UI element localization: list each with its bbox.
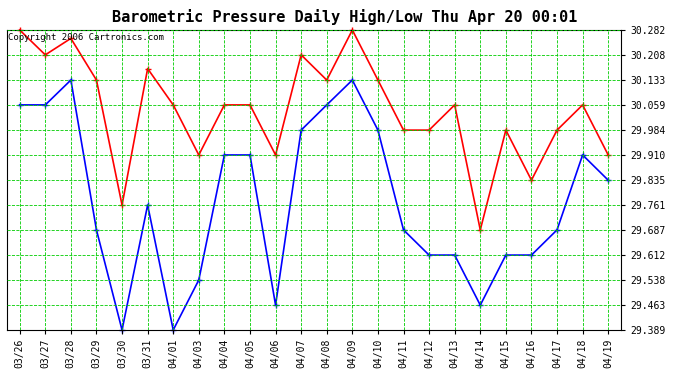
- Text: Barometric Pressure Daily High/Low Thu Apr 20 00:01: Barometric Pressure Daily High/Low Thu A…: [112, 9, 578, 26]
- Text: Copyright 2006 Cartronics.com: Copyright 2006 Cartronics.com: [8, 33, 164, 42]
